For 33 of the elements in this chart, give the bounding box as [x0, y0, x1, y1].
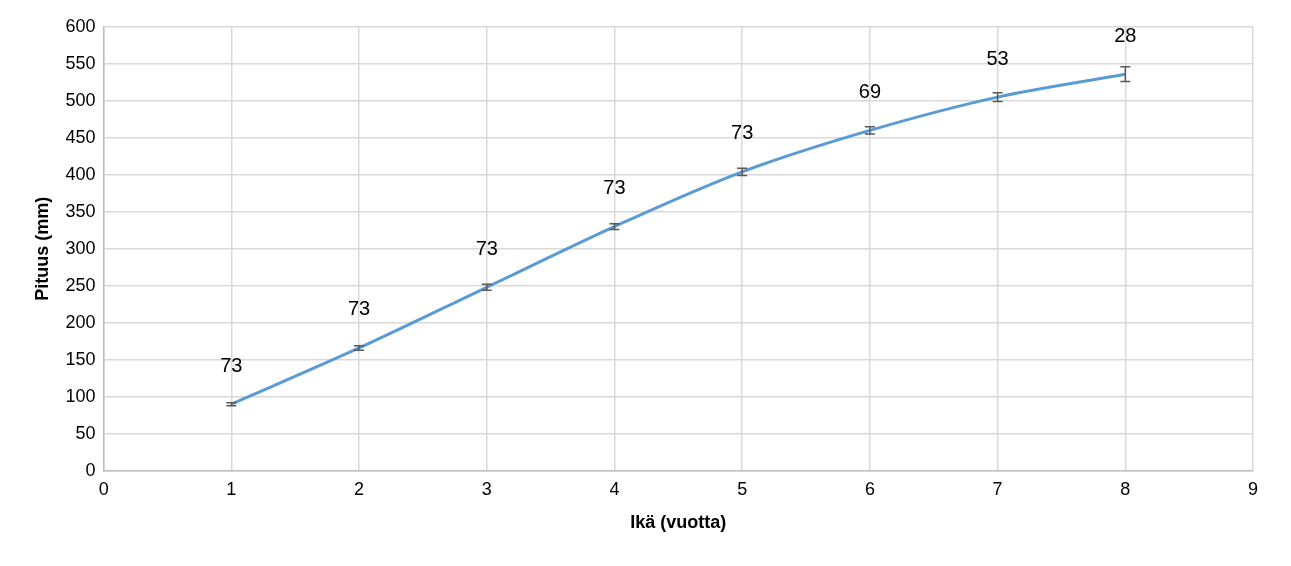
x-tick-label: 0	[98, 478, 109, 499]
y-tick-label: 150	[65, 348, 96, 369]
y-tick-label: 50	[75, 422, 96, 443]
annotation: 28	[1114, 23, 1137, 46]
y-tick-label: 100	[65, 385, 96, 406]
x-tick-label: 2	[354, 478, 365, 499]
y-tick-label: 300	[65, 237, 96, 258]
annotation: 53	[986, 46, 1009, 69]
y-tick-label: 250	[65, 274, 96, 295]
annotation: 73	[347, 297, 371, 320]
annotation: 73	[220, 353, 243, 376]
annotation: 73	[475, 236, 498, 259]
annotation: 73	[731, 121, 754, 144]
annotation: 69	[858, 79, 881, 102]
x-tick-label: 5	[737, 478, 748, 499]
y-tick-label: 0	[85, 459, 96, 480]
x-tick-label: 9	[1247, 478, 1259, 499]
y-axis-title: Pituus (mm)	[31, 196, 52, 301]
x-tick-label: 1	[226, 478, 237, 499]
y-tick-label: 200	[65, 311, 96, 332]
x-tick-label: 3	[481, 478, 492, 499]
y-tick-label: 600	[65, 15, 96, 36]
y-tick-label: 550	[65, 52, 96, 73]
x-axis-title: Ikä (vuotta)	[630, 512, 727, 533]
y-tick-label: 500	[65, 89, 96, 110]
x-tick-label: 7	[992, 478, 1003, 499]
y-tick-label: 350	[65, 200, 96, 221]
x-tick-label: 6	[864, 478, 875, 499]
x-tick-label: 8	[1120, 478, 1131, 499]
y-tick-label: 400	[65, 163, 96, 184]
x-tick-label: 4	[609, 478, 620, 499]
annotation: 73	[603, 176, 626, 199]
y-tick-label: 450	[65, 126, 96, 147]
